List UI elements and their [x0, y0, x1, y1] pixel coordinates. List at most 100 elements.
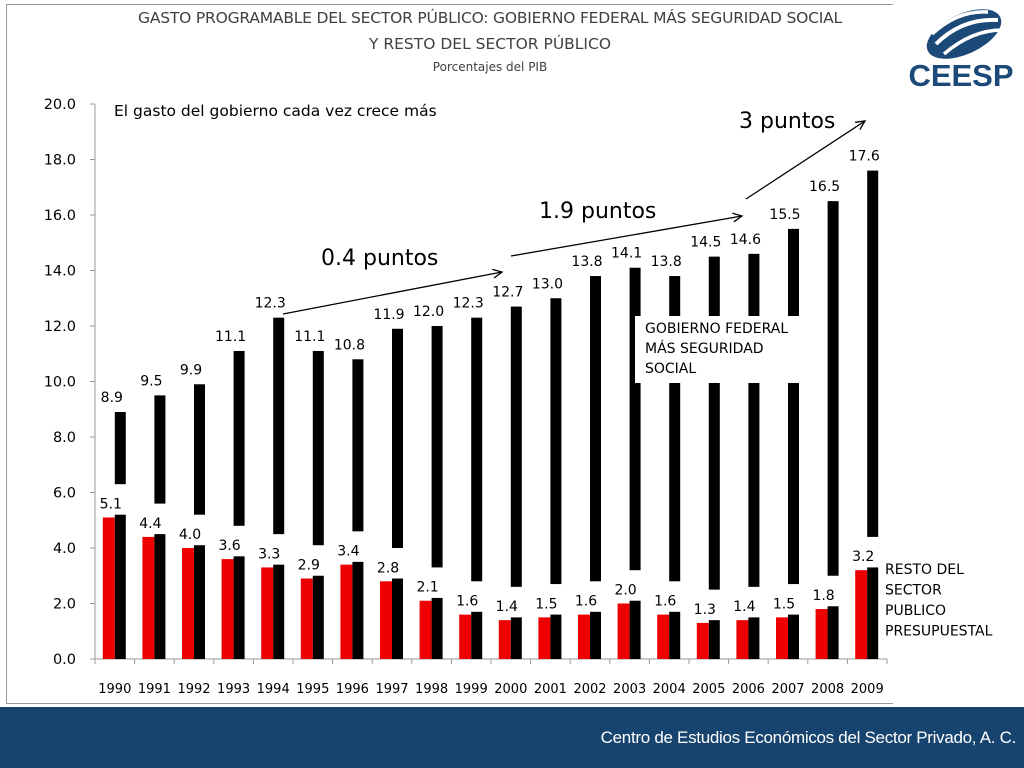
arrow-0-4-puntos-line	[282, 271, 503, 315]
bar-resto-black-1991	[154, 534, 166, 659]
bar-gobierno-2005	[708, 256, 720, 590]
y-tick-label: 16.0	[44, 208, 76, 224]
bar-resto-2002	[578, 614, 590, 659]
chart-frame	[6, 4, 893, 704]
bar-gobierno-1991	[154, 395, 166, 504]
data-label-gobierno: 13.8	[571, 254, 602, 270]
bar-resto-black-1994	[273, 564, 285, 659]
bar-gobierno-2002	[590, 276, 601, 582]
bar-resto-black-2007	[788, 614, 799, 659]
x-tick-label: 1994	[257, 682, 290, 697]
bar-resto-black-2001	[550, 614, 562, 659]
bar-resto-2006	[736, 620, 749, 659]
data-label-gobierno: 8.9	[101, 390, 123, 406]
data-label-gobierno: 13.8	[651, 254, 682, 270]
bar-resto-1998	[419, 600, 432, 659]
data-label-gobierno: 13.0	[532, 276, 563, 292]
bar-resto-black-2003	[629, 600, 641, 659]
data-label-resto: 1.5	[773, 596, 795, 612]
footer-bar: Centro de Estudios Económicos del Sector…	[0, 707, 1024, 768]
data-label-resto: 2.9	[298, 558, 320, 574]
ceesp-logo: CEESP	[908, 9, 1014, 92]
data-label-gobierno: 11.1	[294, 329, 325, 345]
data-labels: 5.1 4.4 4.0 3.6 3.3 2.9 3.4 2.8 2.1 1.6 1.4 1.5 1.6 2…	[100, 149, 880, 618]
bar-resto-black-1995	[312, 575, 324, 659]
data-label-resto: 2.1	[416, 580, 438, 596]
x-tick-label: 2007	[771, 682, 804, 697]
data-label-resto: 4.4	[139, 516, 161, 532]
data-label-resto: 1.6	[456, 594, 478, 610]
y-tick-label: 0.0	[53, 652, 76, 668]
y-tick-label: 20.0	[44, 97, 76, 113]
footer-text: Centro de Estudios Económicos del Sector…	[600, 728, 1017, 747]
bar-gobierno-2006	[748, 253, 760, 587]
bar-resto-1991	[142, 536, 155, 659]
legend: GOBIERNO FEDERAL MÁS SEGURIDAD SOCIAL RESTO…	[633, 310, 993, 640]
legend-gobierno-box	[634, 316, 812, 383]
x-tick-label: 2009	[851, 682, 884, 697]
bar-resto-2007	[776, 617, 788, 659]
bar-chart: 0.0 2.0 4.0 6.0 8.0 10.0 12.0 14.0 16.0 18.0 20.0 1…	[44, 97, 993, 697]
arrow-1-9-puntos-line	[510, 215, 743, 257]
bar-gobierno-1995	[312, 350, 324, 546]
data-label-resto: 1.4	[733, 599, 755, 615]
arrow-0-4-puntos-head	[492, 268, 504, 279]
bar-resto-black-1999	[471, 611, 483, 659]
bar-gobierno-2000	[510, 306, 522, 587]
bar-resto-1995	[300, 578, 313, 659]
bar-gobierno-2001	[550, 298, 562, 585]
bar-resto-2001	[538, 617, 551, 659]
legend-resto-text: SECTOR	[885, 583, 942, 599]
data-label-gobierno: 16.5	[809, 179, 840, 195]
bar-resto-black-2004	[669, 611, 681, 659]
data-label-resto: 3.2	[852, 549, 874, 565]
ceesp-logo-text: CEESP	[908, 58, 1013, 92]
annotation-0-4-puntos: 0.4 puntos	[321, 246, 438, 271]
data-label-gobierno: 17.6	[849, 149, 880, 165]
annotation-headline: El gasto del gobierno cada vez crece más	[114, 102, 437, 120]
chart-subtitle: Porcentajes del PIB	[432, 60, 548, 74]
data-label-resto: 2.8	[377, 560, 399, 576]
bar-resto-1996	[340, 564, 353, 659]
data-label-resto: 3.4	[337, 544, 359, 560]
x-tick-label: 1997	[375, 682, 408, 697]
bar-resto-1994	[261, 567, 274, 659]
y-tick-label: 8.0	[53, 430, 76, 446]
x-tick-label: 1990	[98, 682, 131, 697]
ceesp-logo-icon	[926, 9, 1003, 59]
bar-resto-black-1992	[194, 545, 205, 659]
bar-gobierno-2007	[788, 228, 799, 585]
data-label-gobierno: 12.3	[255, 296, 286, 312]
bar-gobierno-1990	[114, 412, 126, 485]
bar-gobierno-2003	[629, 267, 641, 571]
data-label-resto: 5.1	[100, 496, 122, 512]
bar-gobierno-1992	[194, 384, 205, 515]
data-label-gobierno: 11.9	[373, 307, 404, 323]
annotation-1-9-puntos: 1.9 puntos	[539, 199, 656, 224]
data-label-resto: 3.6	[218, 538, 240, 554]
data-label-gobierno: 9.9	[180, 362, 202, 378]
data-label-gobierno: 14.1	[611, 246, 642, 262]
data-label-gobierno: 12.7	[492, 285, 523, 301]
y-tick-label: 18.0	[44, 153, 76, 169]
x-tick-label: 2004	[653, 682, 686, 697]
bar-resto-1992	[182, 548, 194, 659]
x-tick-label: 2002	[573, 682, 606, 697]
bar-resto-2008	[815, 609, 828, 659]
y-tick-label: 12.0	[44, 319, 76, 335]
x-tick-label: 1999	[455, 682, 488, 697]
bar-resto-black-1997	[392, 578, 403, 659]
data-label-gobierno: 9.5	[140, 373, 162, 389]
legend-gobierno-text: GOBIERNO FEDERAL	[645, 321, 788, 337]
y-tick-label: 14.0	[44, 264, 76, 280]
legend-gobierno-text: SOCIAL	[645, 361, 696, 377]
y-tick-label: 2.0	[53, 597, 76, 613]
bar-resto-2003	[617, 603, 630, 659]
bar-gobierno-1999	[471, 317, 483, 582]
bar-resto-2009	[855, 570, 868, 659]
y-tick-label: 10.0	[44, 375, 76, 391]
annotations: El gasto del gobierno cada vez crece más…	[114, 102, 867, 315]
bar-resto-black-1998	[431, 597, 443, 659]
bar-resto-black-2008	[827, 606, 839, 659]
data-label-resto: 1.8	[812, 588, 834, 604]
